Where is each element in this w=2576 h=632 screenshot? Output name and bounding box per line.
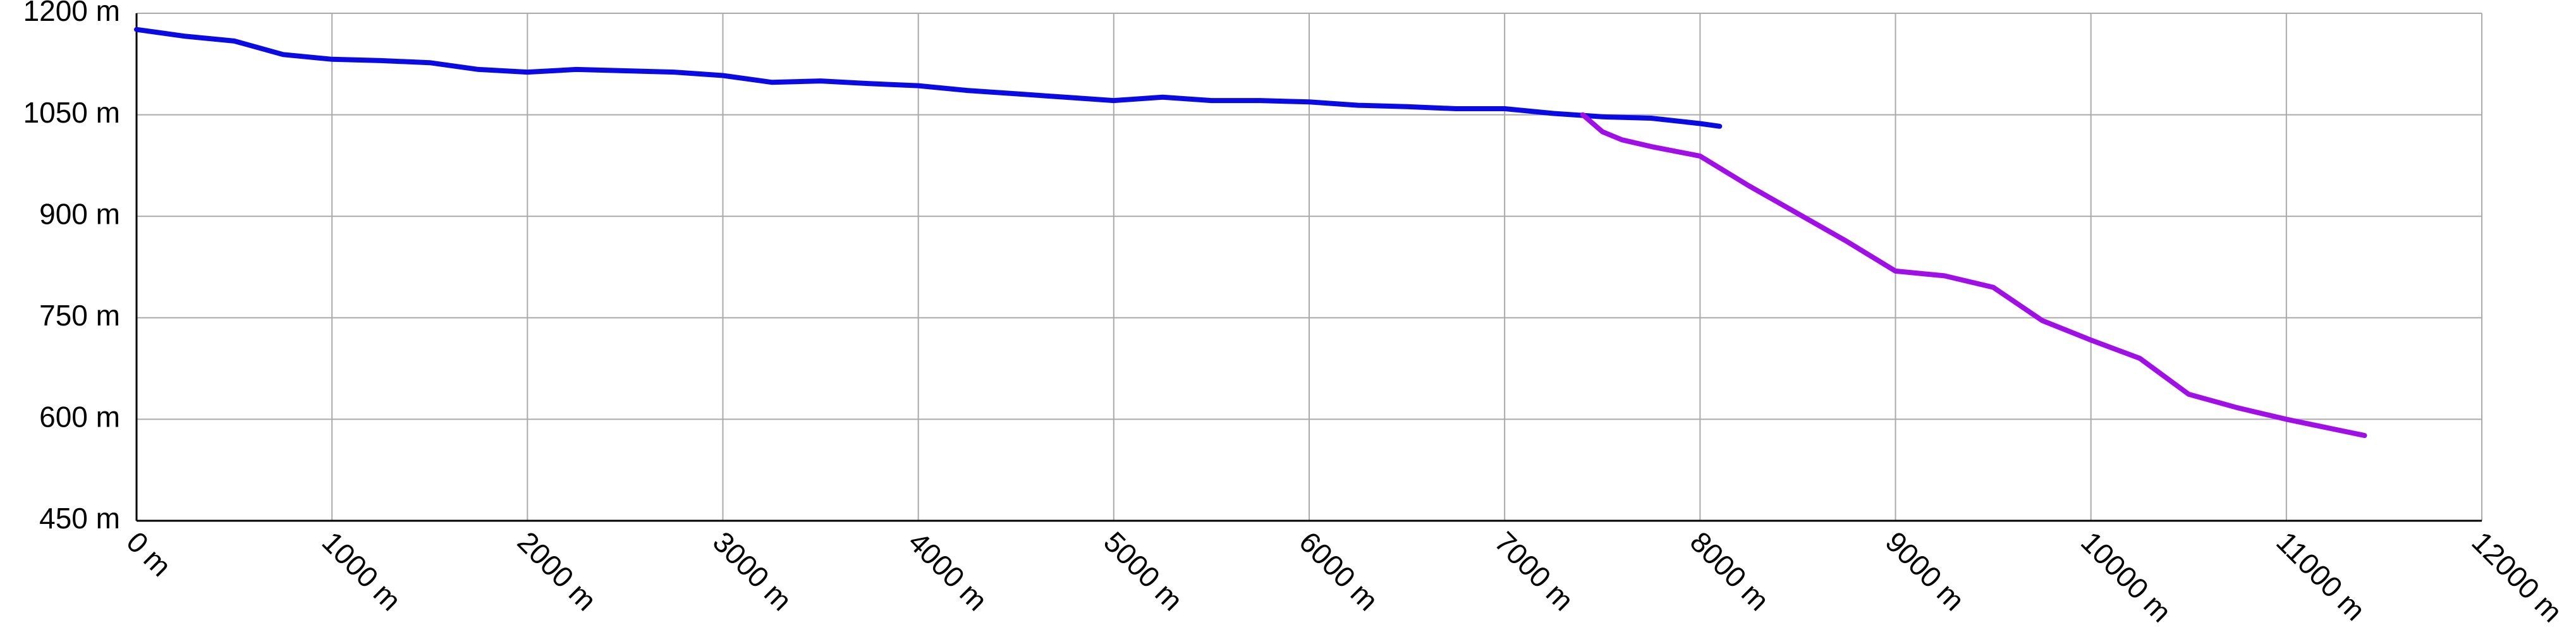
series-line xyxy=(1580,112,2367,439)
x-tick-label: 0 m xyxy=(120,525,178,583)
y-tick-label: 1200 m xyxy=(23,0,120,27)
x-tick-label: 8000 m xyxy=(1684,525,1776,617)
x-tick-label: 4000 m xyxy=(902,525,994,617)
x-tick-label: 6000 m xyxy=(1293,525,1384,617)
x-tick-label: 3000 m xyxy=(707,525,798,617)
x-tick-label: 11000 m xyxy=(2270,525,2372,627)
y-tick-label: 1050 m xyxy=(23,96,120,129)
x-tick-label: 12000 m xyxy=(2465,525,2568,628)
x-tick-label: 1000 m xyxy=(315,525,407,617)
y-tick-label: 450 m xyxy=(39,502,120,535)
y-tick-label: 600 m xyxy=(39,401,120,434)
x-tick-label: 5000 m xyxy=(1097,525,1189,617)
y-tick-label: 750 m xyxy=(39,299,120,332)
series-line xyxy=(134,27,1723,129)
x-tick-label: 7000 m xyxy=(1489,525,1580,617)
x-tick-label: 10000 m xyxy=(2075,525,2178,628)
y-tick-label: 900 m xyxy=(39,197,120,230)
x-tick-label: 9000 m xyxy=(1879,525,1971,617)
x-tick-label: 2000 m xyxy=(511,525,603,617)
